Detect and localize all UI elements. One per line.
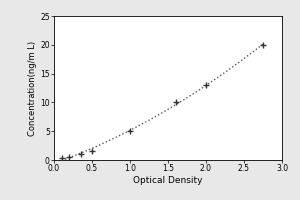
- X-axis label: Optical Density: Optical Density: [133, 176, 203, 185]
- Y-axis label: Concentration(ng/m L): Concentration(ng/m L): [28, 40, 38, 136]
